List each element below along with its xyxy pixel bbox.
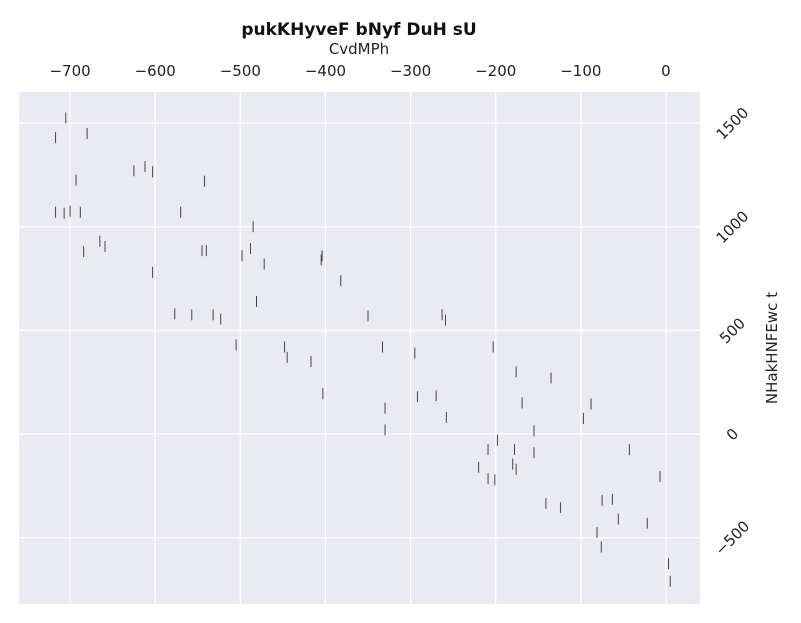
grid-lines: [19, 92, 700, 604]
y-tick-label: 1000: [713, 207, 753, 247]
y-tick-label: 500: [716, 314, 749, 347]
x-tick-label: −200: [475, 62, 516, 80]
x-axis-label: CvdMPh: [329, 40, 389, 58]
x-tick-label: −400: [305, 62, 346, 80]
y-tick-label: −500: [712, 517, 754, 559]
data-points: [55, 112, 671, 587]
x-tick-label: −600: [135, 62, 176, 80]
x-tick-label: −100: [560, 62, 601, 80]
y-tick-label: 1500: [713, 104, 753, 144]
x-tick-label: 0: [661, 62, 671, 80]
plot-background: [19, 92, 700, 604]
x-tick-labels: −700 −600 −500 −400 −300 −200 −100 0: [49, 62, 670, 80]
chart-title: pukKHyveF bNyf DuH sU: [241, 20, 476, 40]
y-tick-label: 0: [723, 425, 742, 444]
x-tick-label: −300: [390, 62, 431, 80]
x-tick-label: −500: [220, 62, 261, 80]
y-axis-label: NHakHNFEwc t: [763, 292, 781, 404]
y-tick-labels: 1500 1000 500 0 −500: [712, 104, 754, 559]
x-tick-label: −700: [49, 62, 90, 80]
